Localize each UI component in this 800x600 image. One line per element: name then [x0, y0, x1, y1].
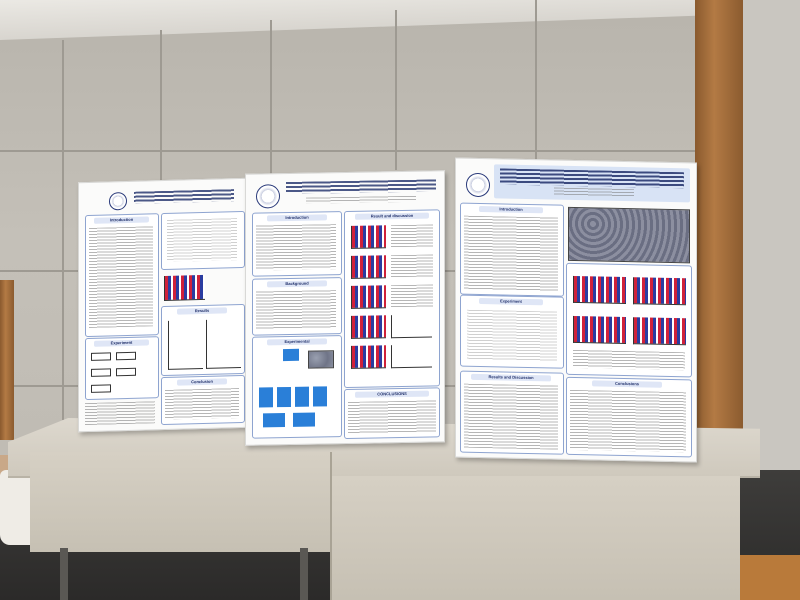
results-section: Result and discussion — [344, 209, 440, 389]
results-charts — [566, 262, 692, 378]
diagram-block — [263, 413, 285, 428]
body-text — [391, 254, 433, 278]
experiment-diagram — [467, 309, 557, 362]
structures-section — [161, 210, 245, 271]
wooden-pillar — [695, 0, 743, 470]
bar-chart — [351, 225, 386, 249]
results-discussion-section: Results and Discussion — [460, 370, 564, 455]
wall-panel-seam — [395, 10, 397, 170]
line-chart — [391, 344, 432, 369]
experiment-section: Experiment — [460, 294, 564, 369]
conclusion-section: Conclusion — [161, 374, 245, 426]
poster-title-text — [134, 189, 234, 204]
bar-chart — [164, 274, 205, 301]
body-text — [256, 224, 336, 271]
flow-box — [91, 384, 111, 393]
diagram-block — [283, 348, 299, 362]
chromatogram — [168, 319, 203, 370]
bar-chart — [351, 315, 386, 339]
diagram-block — [313, 386, 327, 407]
body-text — [570, 389, 686, 453]
intro-section: Introduction — [460, 202, 564, 297]
wall-panel-seam — [0, 150, 700, 152]
bar-chart — [633, 277, 686, 306]
body-text — [391, 284, 433, 308]
flow-box — [91, 352, 111, 361]
diagram-block — [259, 387, 273, 408]
flow-box — [116, 367, 136, 377]
micrograph — [308, 350, 334, 369]
university-logo — [466, 172, 490, 198]
university-logo — [109, 191, 127, 211]
section-heading: Introduction — [94, 216, 149, 224]
body-text — [89, 226, 153, 328]
table-seam — [330, 452, 332, 600]
diagram-block — [277, 386, 291, 408]
body-text — [348, 400, 436, 434]
flow-box — [116, 351, 136, 361]
experiment-section: Experiment — [85, 336, 159, 401]
diagram-block — [295, 386, 309, 407]
wall-panel-seam — [535, 0, 537, 165]
wall-panel-seam — [62, 40, 64, 420]
background-section: Background — [252, 277, 342, 336]
table-leg — [60, 548, 68, 600]
poster-right: Introduction Experiment Results and Disc… — [455, 157, 697, 463]
conclusions-section: Conclusions — [566, 376, 692, 458]
poster-left: Introduction Experiment Results Conclusi… — [78, 177, 250, 433]
flow-box — [91, 368, 111, 377]
diagram-block — [293, 412, 315, 427]
wall-panel-seam — [160, 30, 162, 190]
poster-middle: Introduction Background Experimental Res… — [245, 170, 445, 446]
conclusions-section: CONCLUSIONS — [344, 387, 440, 440]
section-heading: CONCLUSIONS — [355, 390, 429, 398]
wooden-floor-edge — [730, 555, 800, 600]
section-heading: Introduction — [479, 205, 543, 214]
section-heading: Experiment — [94, 339, 149, 347]
section-heading: Background — [267, 280, 327, 288]
bar-chart — [573, 315, 626, 345]
author-line — [306, 195, 416, 204]
section-heading: Experimental — [267, 338, 327, 346]
section-heading: Results and Discussion — [471, 373, 551, 382]
bar-chart — [351, 345, 386, 369]
table-leg — [300, 548, 308, 600]
references-text — [85, 401, 155, 426]
poster-title-text — [286, 179, 436, 195]
bar-chart — [633, 317, 686, 346]
body-text — [464, 215, 558, 292]
line-chart — [391, 314, 432, 339]
bar-chart — [351, 255, 386, 279]
section-heading: Results — [177, 307, 227, 315]
caption-text — [573, 349, 685, 371]
section-heading: Experiment — [479, 297, 543, 306]
results-section: Results — [161, 303, 245, 377]
body-text — [391, 224, 433, 248]
table-front-left — [30, 452, 330, 552]
section-heading: Conclusions — [592, 380, 662, 388]
body-text — [464, 383, 558, 450]
bar-chart — [573, 275, 626, 305]
body-text — [256, 290, 336, 330]
table-front-right — [330, 476, 740, 600]
section-heading: Result and discussion — [355, 212, 429, 220]
section-heading: Conclusion — [177, 378, 227, 386]
body-text — [165, 388, 239, 420]
wall-panel-seam — [270, 20, 272, 180]
author-line — [554, 187, 634, 198]
wooden-trim-left — [0, 280, 14, 440]
bar-chart — [351, 285, 386, 309]
poster-title-text — [500, 168, 684, 189]
experimental-section: Experimental — [252, 335, 342, 439]
chemical-structures — [167, 218, 237, 262]
chromatogram — [206, 318, 241, 369]
sem-image — [568, 206, 690, 264]
intro-section: Introduction — [252, 211, 342, 277]
university-logo — [256, 184, 280, 209]
title-banner — [494, 164, 690, 203]
section-heading: Introduction — [267, 214, 327, 222]
intro-section: Introduction — [85, 213, 159, 338]
